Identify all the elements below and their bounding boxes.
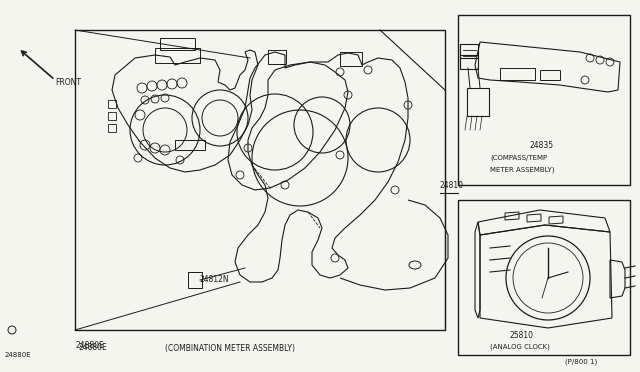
Bar <box>458 200 630 355</box>
Text: METER ASSEMBLY): METER ASSEMBLY) <box>490 167 555 173</box>
Bar <box>460 55 478 69</box>
Bar <box>540 70 560 80</box>
Bar <box>500 68 535 80</box>
Text: 24880E: 24880E <box>75 340 104 350</box>
Text: 24812N: 24812N <box>200 276 230 285</box>
Bar <box>340 52 362 66</box>
Text: 24880E: 24880E <box>5 352 31 358</box>
Text: (COMBINATION METER ASSEMBLY): (COMBINATION METER ASSEMBLY) <box>165 343 295 353</box>
Text: 24810: 24810 <box>440 181 464 190</box>
Text: 24880E: 24880E <box>78 343 107 353</box>
Text: (ANALOG CLOCK): (ANALOG CLOCK) <box>490 344 550 350</box>
Bar <box>108 112 116 120</box>
Text: 24835: 24835 <box>530 141 554 150</box>
Bar <box>268 50 286 64</box>
Bar <box>160 38 195 50</box>
Bar <box>155 48 200 63</box>
Bar <box>460 44 478 58</box>
Bar <box>467 88 489 116</box>
Bar <box>108 124 116 132</box>
Bar <box>108 100 116 108</box>
Text: (P/800 1): (P/800 1) <box>565 359 597 365</box>
Bar <box>75 30 445 330</box>
Bar <box>175 140 205 150</box>
Text: (COMPASS/TEMP: (COMPASS/TEMP <box>490 155 547 161</box>
Bar <box>458 15 630 185</box>
Bar <box>188 272 202 288</box>
Text: 25810: 25810 <box>510 330 534 340</box>
Text: FRONT: FRONT <box>55 78 81 87</box>
